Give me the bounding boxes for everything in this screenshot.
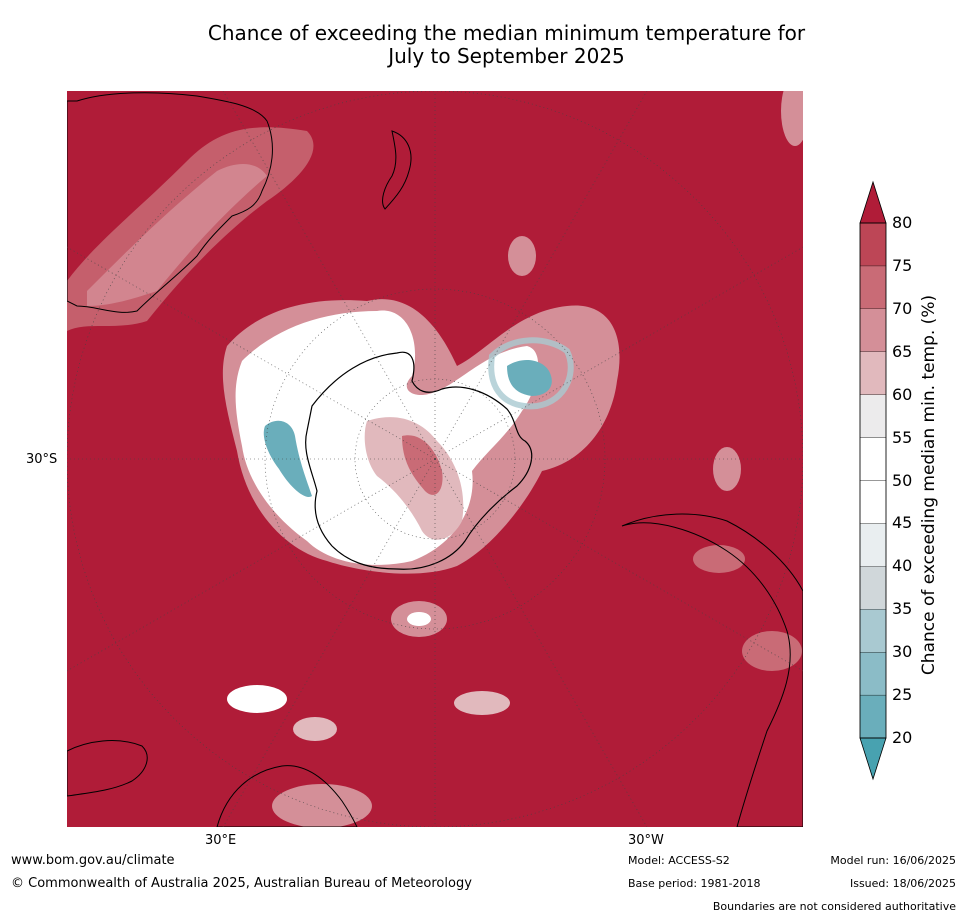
patch-africa-south-2 [293,717,337,741]
colorbar-bin [859,308,887,352]
meridian-6 [434,91,648,460]
colorbar-tick-label: 45 [892,513,913,533]
patch-sa-east [742,631,802,671]
footer-model: Model: ACCESS-S2 [628,854,730,867]
colorbar-bin [859,694,887,739]
colorbar-bin [859,222,887,267]
meridian-12 [434,458,803,672]
africa-coastline [216,765,358,827]
colorbar-bin [859,351,887,395]
colorbar [859,180,887,781]
patch-pacific-east [713,447,741,491]
colorbar-bin [859,523,887,567]
meridian-8 [434,458,648,827]
south-america-coastline [621,513,803,827]
blue-patch-east [507,359,552,396]
lon-label-30e: 30°E [205,833,237,848]
meridian-5 [222,91,436,460]
australia-coastline [67,92,273,313]
colorbar-bin [859,566,887,610]
colorbar-tick-label: 55 [892,427,913,447]
antarctica-coastline [305,351,533,570]
colorbar-bin [859,480,887,524]
title-line-1: Chance of exceeding the median minimum t… [207,21,806,45]
footer-model-run: Model run: 16/06/2025 [830,854,956,867]
colorbar-bin [859,394,887,438]
patch-sa-east-2 [693,545,745,573]
madagascar [67,740,148,797]
antarctic-warm-core [402,435,443,495]
grey-ring-east [488,337,574,410]
colorbar-tick-label: 60 [892,384,913,404]
gridline-lat-60 [264,288,606,630]
colorbar-tick-label: 35 [892,599,913,619]
patch-pacific-north [508,236,536,276]
new-zealand [382,130,412,210]
band-australia-inner [87,164,267,306]
colorbar-bin [859,437,887,481]
patch-mid-atlantic [454,691,510,715]
colorbar-tick-label: 65 [892,341,913,361]
colorbar-tick-label: 20 [892,728,913,747]
antarctic-warm-wedge [364,417,464,540]
colorbar-tick-label: 40 [892,556,913,576]
footer-base-period: Base period: 1981-2018 [628,877,761,890]
footer-issued: Issued: 18/06/2025 [849,877,956,890]
colorbar-frame [859,222,887,739]
footer-copyright: © Commonwealth of Australia 2025, Austra… [11,876,472,891]
colorbar-under-arrow [859,737,887,781]
colorbar-over-arrow [859,180,887,224]
lon-label-30w: 30°W [628,833,664,848]
colorbar-bin [859,265,887,309]
colorbar-tick-label: 50 [892,470,913,490]
meridian-9 [67,246,436,460]
title-line-2: July to September 2025 [388,44,625,68]
footer-disclaimer: Boundaries are not considered authoritat… [712,900,956,913]
meridian-7 [222,458,436,827]
patch-south-atlantic-core [407,612,431,626]
colorbar-bin [859,609,887,653]
patch-africa-bottom [272,784,372,827]
colorbar-tick-label: 70 [892,298,913,318]
colorbar-title: Chance of exceeding median min. temp. (%… [919,294,939,676]
meridian-10 [434,246,803,460]
colorbar-tick-label: 75 [892,255,913,275]
colorbar-tick-label: 80 [892,213,913,232]
probability-map [67,91,803,827]
blue-patch-west [263,420,312,497]
patch-africa-south [227,685,287,713]
lat-label-30s: 30°S [26,452,58,467]
meridian-11 [67,458,436,672]
map-title: Chance of exceeding the median minimum t… [0,22,965,68]
colorbar-bin [859,652,887,696]
patch-ne-corner [781,91,803,146]
colorbar-tick-label: 25 [892,685,913,705]
footer-website[interactable]: www.bom.gov.au/climate [11,853,175,868]
colorbar-tick-label: 30 [892,642,913,662]
